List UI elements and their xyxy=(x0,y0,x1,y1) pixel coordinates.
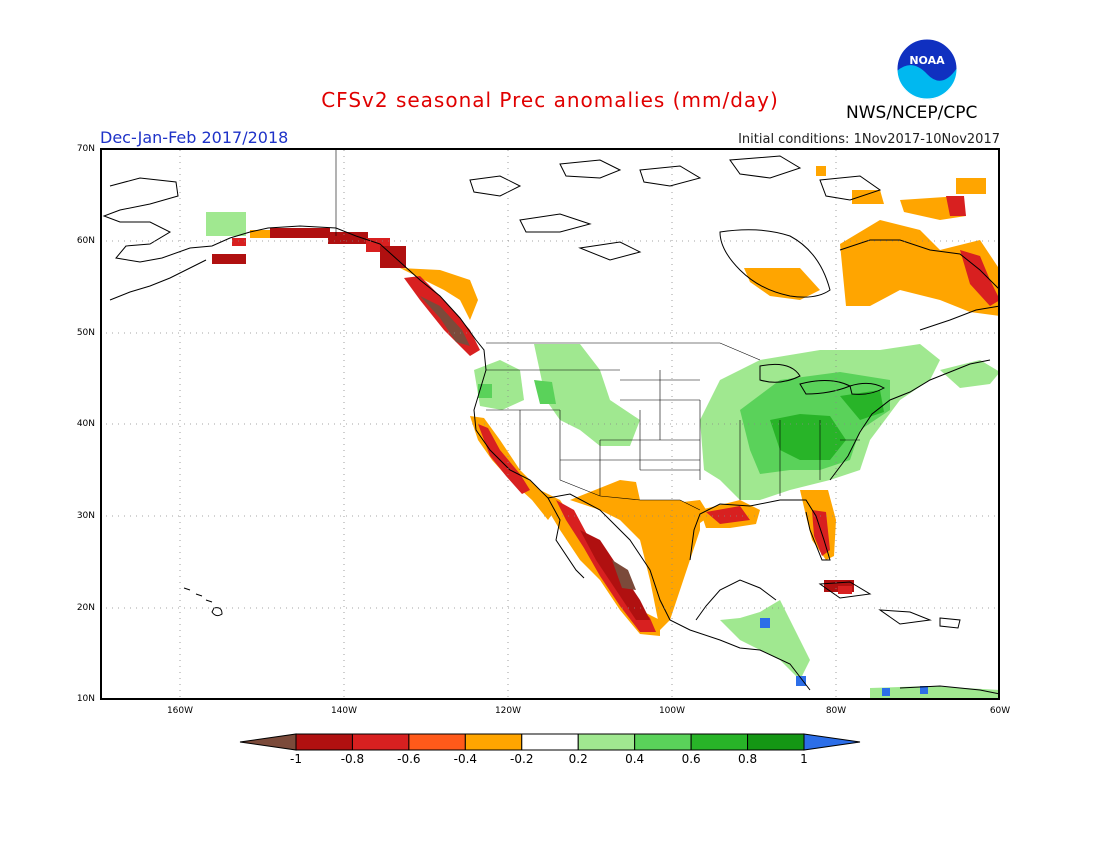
colorbar-tick-label: -0.6 xyxy=(397,752,421,766)
colorbar-segment xyxy=(521,733,579,751)
lon-label-80w: 80W xyxy=(825,706,847,716)
colorbar-segment xyxy=(690,733,749,751)
season-label: Dec-Jan-Feb 2017/2018 xyxy=(100,128,289,147)
lat-label-30n: 30N xyxy=(76,511,95,521)
colorbar-tick-label: 1 xyxy=(800,752,808,766)
lon-label-60w: 60W xyxy=(989,706,1011,716)
lat-label-10n: 10N xyxy=(76,694,95,704)
colorbar-segment xyxy=(351,733,410,751)
colorbar-tick-label: -0.8 xyxy=(340,752,365,766)
colorbar-tick-label: -0.4 xyxy=(453,752,478,766)
map-title: CFSv2 seasonal Prec anomalies (mm/day) xyxy=(321,88,779,112)
coastlines xyxy=(102,155,1000,695)
lat-label-60n: 60N xyxy=(76,236,95,246)
lat-label-20n: 20N xyxy=(76,603,95,613)
lon-label-100w: 100W xyxy=(658,706,686,716)
colorbar-tick-label: 0.8 xyxy=(738,752,758,766)
lon-label-160w: 160W xyxy=(166,706,194,716)
colorbar-segment xyxy=(747,733,805,751)
lat-label-70n: 70N xyxy=(76,144,95,154)
lon-label-140w: 140W xyxy=(330,706,358,716)
colorbar-arrow-high xyxy=(803,733,861,751)
colorbar-tick-label: 0.2 xyxy=(568,752,588,766)
lat-label-50n: 50N xyxy=(76,328,95,338)
map-frame xyxy=(100,148,1000,700)
colorbar xyxy=(239,733,861,751)
lon-label-120w: 120W xyxy=(494,706,522,716)
initial-conditions-label: Initial conditions: 1Nov2017-10Nov2017 xyxy=(738,132,1000,147)
colorbar-tick-label: -0.2 xyxy=(510,752,534,766)
colorbar-segment xyxy=(408,733,466,751)
colorbar-segment xyxy=(295,733,353,751)
colorbar-segment xyxy=(577,733,636,751)
colorbar-segment xyxy=(464,733,523,751)
agency-label: NWS/NCEP/CPC xyxy=(846,103,978,123)
colorbar-arrow-low xyxy=(239,733,297,751)
political-borders xyxy=(335,150,860,511)
graticule xyxy=(100,150,1000,700)
colorbar-tick-label: 0.4 xyxy=(625,752,645,766)
colorbar-tick-label: 0.6 xyxy=(681,752,701,766)
colorbar-tick-label: -1 xyxy=(290,752,302,766)
noaa-logo-text: NOAA xyxy=(909,54,945,67)
colorbar-segment xyxy=(634,733,692,751)
lat-label-40n: 40N xyxy=(76,419,95,429)
precip-anomaly-map xyxy=(100,148,1000,700)
noaa-logo: NOAA xyxy=(896,38,958,100)
